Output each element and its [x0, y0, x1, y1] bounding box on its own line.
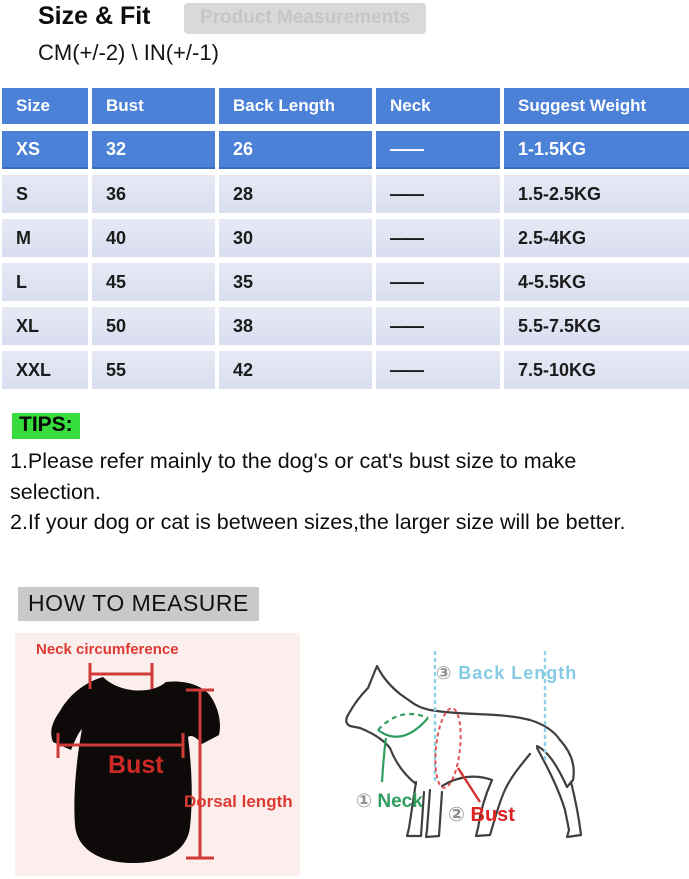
back-length-cell: 30 — [219, 219, 372, 257]
tip-item-2: 2.If your dog or cat is between sizes,th… — [10, 510, 626, 535]
back-length-label: ③ Back Length — [436, 663, 578, 684]
dog-measure-illustration: ③ Back Length ① Neck ② Bust — [330, 630, 689, 879]
column-header-neck: Neck — [376, 88, 500, 124]
neck-dash: —— — [390, 271, 424, 292]
size-cell: L — [2, 263, 88, 301]
table-row-xxl: XXL 55 42 —— 7.5-10KG — [2, 351, 689, 389]
neck-cell: —— — [376, 263, 500, 301]
size-cell: S — [2, 175, 88, 213]
bust-ring — [434, 707, 482, 803]
neck-dash: —— — [390, 359, 424, 380]
table-row-xs: XS 32 26 —— 1-1.5KG — [2, 131, 689, 169]
bust-cell: 55 — [92, 351, 215, 389]
tip-item-1: 1.Please refer mainly to the dog's or ca… — [10, 449, 577, 504]
bust-cell: 50 — [92, 307, 215, 345]
neck-cell: —— — [376, 351, 500, 389]
neck-circumference-label: Neck circumference — [36, 641, 179, 658]
neck-dash: —— — [390, 138, 424, 159]
back-length-cell: 35 — [219, 263, 372, 301]
table-row-xl: XL 50 38 —— 5.5-7.5KG — [2, 307, 689, 345]
shirt-silhouette-drawing — [51, 663, 220, 863]
page-title: Size & Fit — [38, 2, 151, 30]
size-cell: XS — [2, 131, 88, 169]
weight-cell: 1.5-2.5KG — [504, 175, 689, 213]
neck-dash: —— — [390, 227, 424, 248]
dorsal-length-label: Dorsal length — [184, 792, 293, 811]
tips-heading: TIPS: — [12, 413, 80, 439]
dog-body-outline — [345, 664, 583, 839]
circled-1-icon: ① — [356, 790, 373, 812]
weight-cell: 5.5-7.5KG — [504, 307, 689, 345]
bust-cell: 40 — [92, 219, 215, 257]
shirt-measure-lines — [56, 663, 214, 860]
back-length-cell: 38 — [219, 307, 372, 345]
dog-neck-label: ① Neck — [356, 790, 423, 812]
back-length-cell: 42 — [219, 351, 372, 389]
table-row-l: L 45 35 —— 4-5.5KG — [2, 263, 689, 301]
weight-cell: 2.5-4KG — [504, 219, 689, 257]
neck-cell: —— — [376, 219, 500, 257]
bust-cell: 32 — [92, 131, 215, 169]
back-length-cell: 26 — [219, 131, 372, 169]
shirt-shape — [51, 677, 220, 863]
size-cell: XXL — [2, 351, 88, 389]
neck-cell: —— — [376, 175, 500, 213]
dog-outline-drawing — [345, 650, 583, 839]
tips-text: 1.Please refer mainly to the dog's or ca… — [10, 446, 658, 538]
back-length-guides — [433, 650, 547, 784]
column-header-back-length: Back Length — [219, 88, 372, 124]
circled-2-icon: ② — [448, 802, 465, 826]
neck-ring — [377, 712, 429, 783]
how-to-measure-heading: HOW TO MEASURE — [18, 587, 259, 621]
back-length-cell: 28 — [219, 175, 372, 213]
size-cell: M — [2, 219, 88, 257]
weight-cell: 7.5-10KG — [504, 351, 689, 389]
neck-cell: —— — [376, 131, 500, 169]
size-table: Size Bust Back Length Neck Suggest Weigh… — [2, 88, 689, 395]
table-row-s: S 36 28 —— 1.5-2.5KG — [2, 175, 689, 213]
circled-3-icon: ③ — [436, 663, 453, 684]
size-cell: XL — [2, 307, 88, 345]
table-row-m: M 40 30 —— 2.5-4KG — [2, 219, 689, 257]
product-measurements-badge: Product Measurements — [184, 3, 427, 34]
bust-cell: 36 — [92, 175, 215, 213]
column-header-suggest-weight: Suggest Weight — [504, 88, 689, 124]
bust-cell: 45 — [92, 263, 215, 301]
units-note: CM(+/-2) \ IN(+/-1) — [38, 40, 219, 65]
neck-dash: —— — [390, 183, 424, 204]
shirt-measure-illustration: Neck circumference Bust Dorsal length — [15, 633, 300, 876]
table-header-row: Size Bust Back Length Neck Suggest Weigh… — [2, 88, 689, 124]
bust-label: Bust — [108, 751, 164, 779]
dog-bust-label: ② Bust — [448, 802, 515, 826]
weight-cell: 1-1.5KG — [504, 131, 689, 169]
weight-cell: 4-5.5KG — [504, 263, 689, 301]
column-header-bust: Bust — [92, 88, 215, 124]
neck-dash: —— — [390, 315, 424, 336]
neck-cell: —— — [376, 307, 500, 345]
column-header-size: Size — [2, 88, 88, 124]
